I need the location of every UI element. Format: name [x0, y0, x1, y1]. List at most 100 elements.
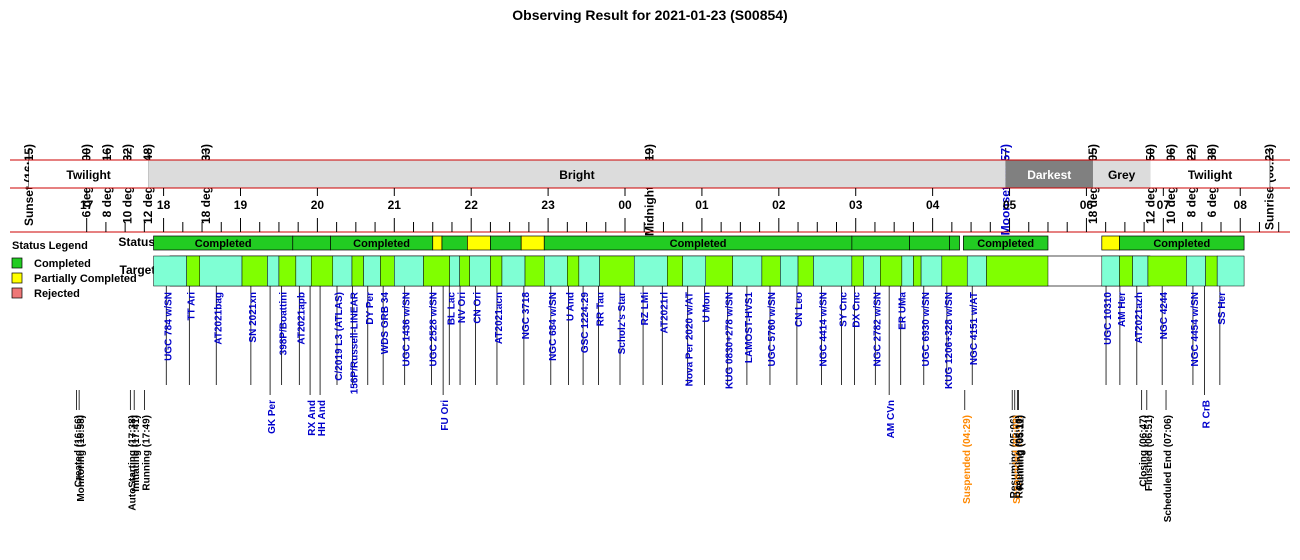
target-label: KUG 1206+328 w/SN: [944, 292, 955, 389]
target-label: Nova Per 2020 w/AT: [685, 292, 696, 386]
status-row: Completed Completed Completed Completed Comp…: [153, 235, 1245, 251]
status-legend: Status Legend Completed Partially Complete…: [11, 240, 137, 300]
event-label: Suspended (05:08): [1012, 415, 1023, 504]
event-label: Running (05:11): [1016, 415, 1027, 490]
target-block: [761, 255, 781, 287]
status-label: Completed: [977, 238, 1034, 250]
target-block: [394, 255, 424, 287]
hour-tick-label: 23: [541, 198, 555, 212]
target-block: [1101, 255, 1120, 287]
status-label: Completed: [670, 238, 727, 250]
status-row-label: Status: [118, 235, 155, 249]
target-label: NGC 4244: [1159, 292, 1170, 340]
hour-tick-label: 08: [1234, 198, 1248, 212]
target-block: [186, 255, 200, 287]
target-block: [1147, 255, 1187, 287]
target-block: [863, 255, 881, 287]
target-block: [310, 255, 334, 287]
target-label: UGC 10310: [1103, 292, 1114, 345]
hour-tick-label: 03: [849, 198, 863, 212]
hour-tick-label: 22: [465, 198, 479, 212]
target-label: AT2021acn: [494, 292, 505, 344]
target-block: [1216, 255, 1245, 287]
phase-band: Twilight Bright Darkest Grey Twilight: [10, 159, 1290, 189]
hour-tick-label: 19: [234, 198, 248, 212]
hour-axis: 17 18 19 20 21 22 23 00 01 02 03 04 05 06 07 08: [10, 188, 1290, 233]
targets-row-label: Targets: [120, 263, 163, 277]
target-label: NGC 4414 w/SN: [818, 292, 829, 366]
target-block: [267, 255, 280, 287]
status-segment: [490, 235, 522, 251]
legend-label: Completed: [34, 258, 91, 270]
target-block: [567, 255, 580, 287]
status-segment: [292, 235, 331, 251]
target-block: [920, 255, 943, 287]
phase-label: Twilight: [1188, 168, 1232, 182]
target-block: [1186, 255, 1206, 287]
target-label: WDS GRB 34: [380, 292, 391, 355]
target-label: UGC 6930 w/SN: [921, 292, 932, 366]
target-label: NGC 684 w/SN: [548, 292, 559, 361]
target-label: R CrB: [1201, 400, 1212, 428]
hour-tick-label: 18: [157, 198, 171, 212]
target-block: [1119, 255, 1133, 287]
phase-4: [1150, 160, 1270, 188]
target-block: [851, 255, 864, 287]
status-segment: [949, 235, 960, 251]
hour-tick-label: 00: [618, 198, 632, 212]
target-block: [599, 255, 635, 287]
target-label: NGC 3718: [521, 292, 532, 340]
phase-1: [148, 160, 1006, 188]
target-block: [966, 255, 987, 287]
target-block: [667, 255, 683, 287]
target-block: [682, 255, 707, 287]
target-label: GSC 1224:29: [580, 292, 591, 354]
status-segment: [851, 235, 910, 251]
target-label: U Mon: [702, 292, 713, 323]
target-block: [278, 255, 297, 287]
target-block: [153, 255, 187, 287]
hour-tick-label: 01: [695, 198, 709, 212]
target-block: [423, 255, 450, 287]
phase-label: Twilight: [66, 168, 110, 182]
target-block: [501, 255, 526, 287]
legend-swatch: [11, 272, 23, 284]
target-label: DX Cnc: [852, 292, 863, 328]
target-block: [780, 255, 799, 287]
phase-label: Darkest: [1027, 168, 1071, 182]
hour-tick-label: 20: [311, 198, 325, 212]
status-segment: [1101, 235, 1120, 251]
target-block: [1132, 255, 1149, 287]
chart-title: Observing Result for 2021-01-23 (S00854): [512, 7, 787, 23]
target-label: UGC 5760 w/SN: [767, 292, 778, 366]
legend-label: Rejected: [34, 288, 80, 300]
legend-swatch: [11, 257, 23, 269]
target-labels: UGC 784 w/SN TT Ari AT2021bag SN 2021xn 398P…: [163, 286, 1228, 438]
target-label: AT2021apb: [296, 292, 307, 345]
target-label: UGC 784 w/SN: [163, 292, 174, 361]
target-block: [199, 255, 243, 287]
target-block: [295, 255, 312, 287]
target-label: SS Her: [1217, 292, 1228, 325]
status-label: Completed: [1153, 238, 1210, 250]
target-label: SN 2021xn: [248, 292, 259, 343]
legend-swatch: [11, 287, 23, 299]
event-label: Finished (06:51): [1144, 415, 1155, 491]
target-label: RZ LMi: [640, 292, 651, 326]
target-label: AT2021rl: [659, 292, 670, 334]
phase-3: [1092, 160, 1151, 188]
target-label: HH And: [317, 400, 328, 436]
target-block: [469, 255, 491, 287]
hour-tick-label: 05: [1003, 198, 1017, 212]
target-block: [524, 255, 545, 287]
event-label: Monitoring (16:58): [76, 415, 87, 502]
phase-2: [1005, 160, 1093, 188]
target-label: KUG 0830+278 w/SN: [725, 292, 736, 389]
phase-0: [29, 160, 149, 188]
target-block: [459, 255, 470, 287]
target-label: BL Lac: [446, 292, 457, 326]
target-label: NGC 4151 w/AT: [969, 292, 980, 365]
target-label: FU Ori: [440, 400, 451, 431]
hour-tick-label: 04: [926, 198, 940, 212]
target-block: [813, 255, 853, 287]
